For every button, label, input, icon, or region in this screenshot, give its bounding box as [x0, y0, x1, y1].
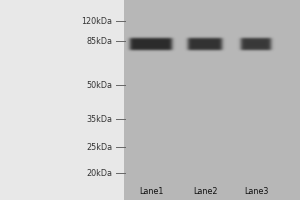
Text: 20kDa: 20kDa	[86, 168, 112, 178]
Text: 85kDa: 85kDa	[86, 36, 112, 46]
Bar	[124, 0, 300, 200]
Text: 120kDa: 120kDa	[82, 17, 112, 25]
Text: Lane1: Lane1	[139, 188, 164, 196]
Text: 25kDa: 25kDa	[86, 142, 112, 152]
Text: Lane2: Lane2	[193, 188, 218, 196]
Text: 50kDa: 50kDa	[86, 81, 112, 90]
Text: 35kDa: 35kDa	[86, 114, 112, 123]
Text: Lane3: Lane3	[244, 188, 269, 196]
